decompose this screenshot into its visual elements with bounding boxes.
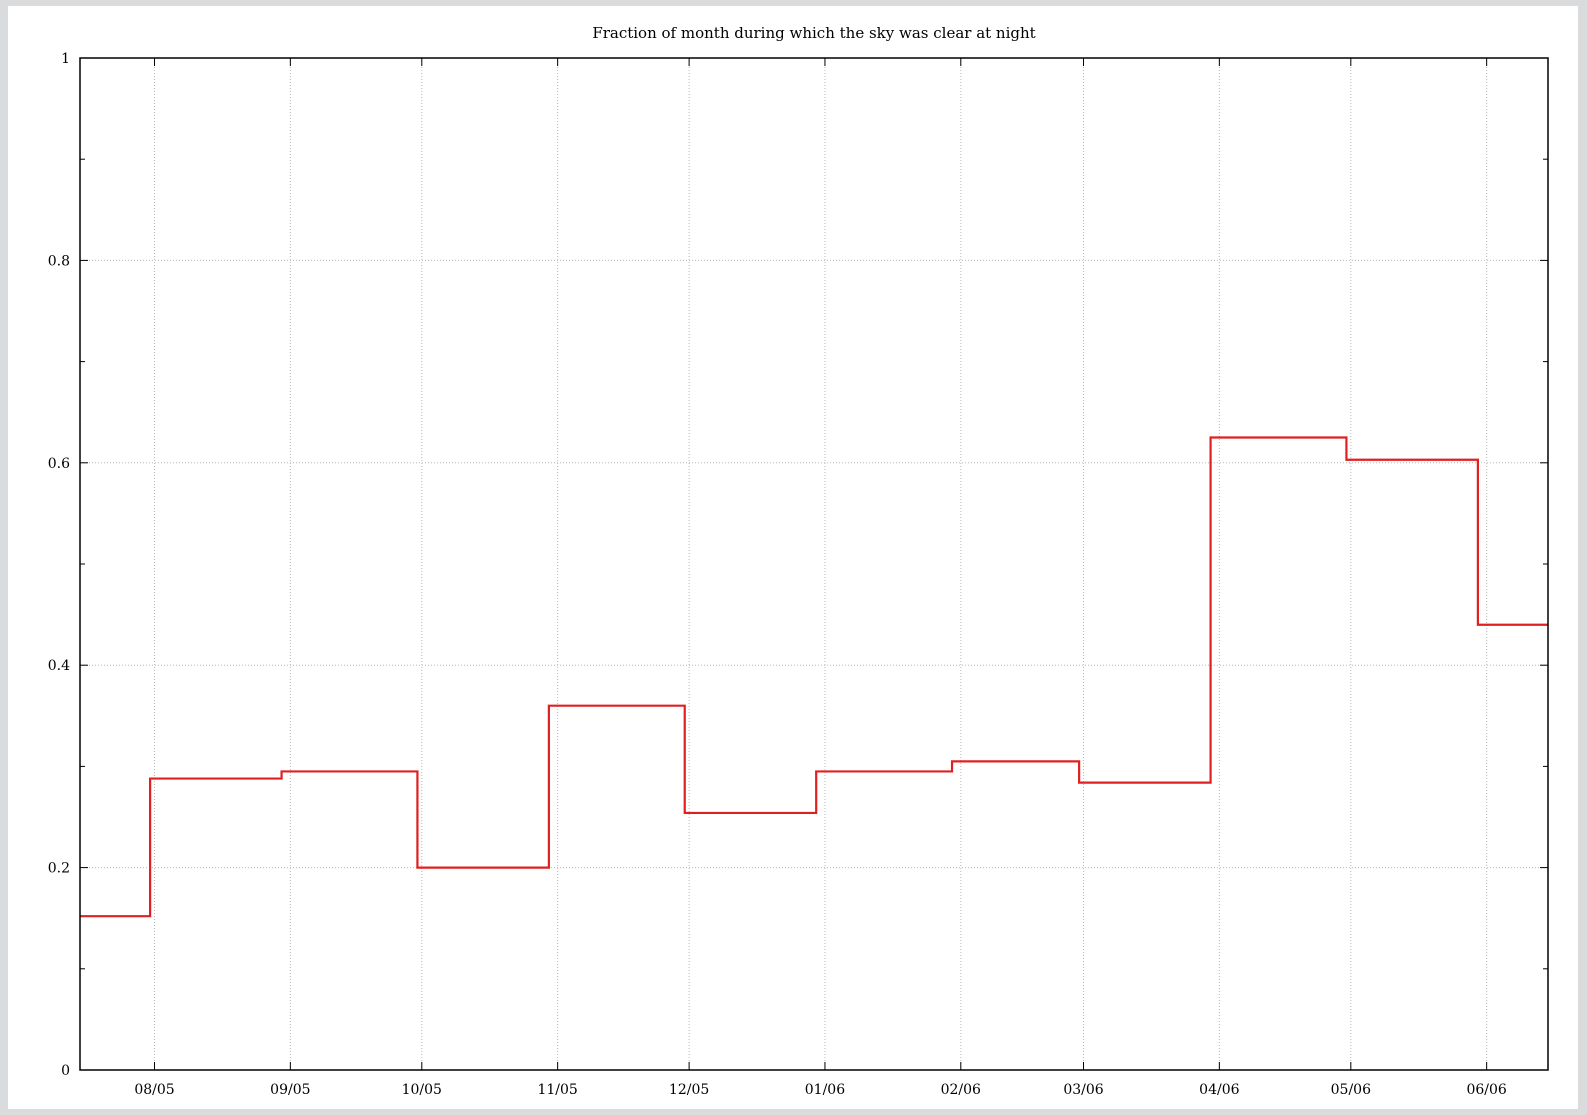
y-tick-label: 0.4 bbox=[48, 658, 70, 674]
y-tick-label: 0.2 bbox=[48, 861, 70, 877]
x-tick-label: 09/05 bbox=[270, 1082, 310, 1098]
x-tick-label: 11/05 bbox=[537, 1082, 577, 1098]
y-tick-label: 0 bbox=[61, 1063, 70, 1079]
x-tick-label: 05/06 bbox=[1331, 1082, 1371, 1098]
x-tick-label: 12/05 bbox=[669, 1082, 709, 1098]
x-tick-label: 01/06 bbox=[805, 1082, 845, 1098]
x-tick-label: 06/06 bbox=[1466, 1082, 1506, 1098]
y-tick-label: 0.8 bbox=[48, 253, 70, 269]
x-tick-label: 04/06 bbox=[1199, 1082, 1239, 1098]
y-tick-label: 1 bbox=[61, 51, 70, 67]
chart-frame: Fraction of month during which the sky w… bbox=[8, 6, 1578, 1109]
plot-frame bbox=[79, 57, 1549, 1071]
chart-title: Fraction of month during which the sky w… bbox=[592, 24, 1035, 42]
x-tick-label: 03/06 bbox=[1063, 1082, 1103, 1098]
x-tick-label: 02/06 bbox=[941, 1082, 981, 1098]
y-tick-label: 0.6 bbox=[48, 456, 70, 472]
series-line bbox=[80, 436, 1548, 918]
step-chart: Fraction of month during which the sky w… bbox=[48, 24, 1549, 1098]
x-tick-label: 10/05 bbox=[402, 1082, 442, 1098]
x-tick-label: 08/05 bbox=[134, 1082, 174, 1098]
